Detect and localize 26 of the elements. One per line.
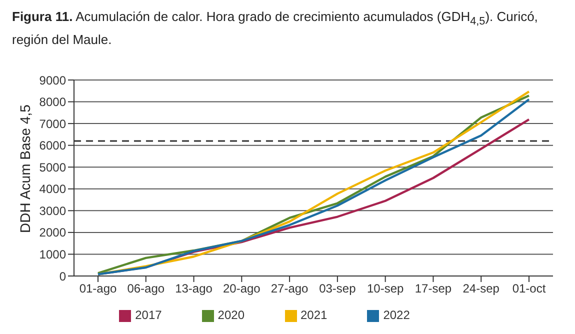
- x-tick-label: 10-sep: [366, 282, 404, 296]
- x-tick-label: 06-ago: [127, 282, 165, 296]
- legend-label: 2017: [135, 308, 162, 322]
- x-tick-label: 13-ago: [175, 282, 213, 296]
- x-tick-label: 20-ago: [222, 282, 261, 296]
- x-tick-label: 03-sep: [319, 282, 356, 296]
- legend-label: 2020: [218, 308, 244, 322]
- y-tick-label: 6000: [39, 138, 66, 153]
- y-tick-label: 9000: [39, 73, 66, 88]
- y-tick-label: 5000: [39, 160, 66, 174]
- y-tick-label: 4000: [39, 182, 66, 196]
- chart-title: Figura 11. Acumulación de calor. Hora grado de crecimiento acumulados (GDH$_{4,5}$). Curicó, región del Maule.: [12, 9, 538, 47]
- x-tick-label: 01-ago: [79, 282, 118, 296]
- y-tick-label: 0: [59, 269, 66, 284]
- y-tick-label: 7000: [39, 116, 66, 131]
- y-tick-label: 2000: [39, 226, 66, 240]
- y-axis-title: DDH Acum Base 4,5: [16, 104, 33, 233]
- legend-label: 2021: [300, 308, 328, 322]
- y-tick-label: 1000: [39, 247, 66, 262]
- y-tick-label: 8000: [39, 95, 66, 110]
- x-tick-label: 01-oct: [512, 282, 546, 296]
- x-tick-label: 24-sep: [462, 282, 500, 296]
- x-tick-label: 17-sep: [414, 282, 452, 296]
- legend-label: 2022: [383, 308, 410, 322]
- y-tick-label: 3000: [39, 204, 66, 218]
- x-tick-label: 27-ago: [270, 282, 309, 296]
